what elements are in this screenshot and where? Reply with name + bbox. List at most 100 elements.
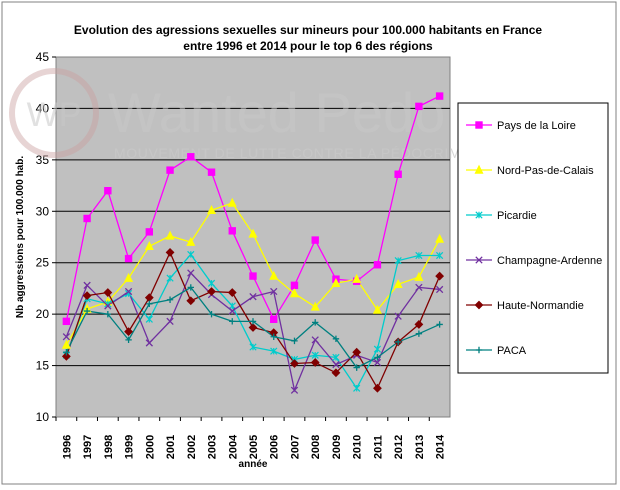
data-point xyxy=(332,353,340,361)
data-point xyxy=(104,310,112,318)
data-point xyxy=(394,338,402,346)
y-tick-label: 25 xyxy=(36,256,50,270)
x-tick-label: 2011 xyxy=(372,435,384,459)
data-point xyxy=(331,368,341,378)
y-tick-label: 20 xyxy=(36,307,50,321)
data-point xyxy=(415,330,423,337)
data-point xyxy=(228,307,236,315)
data-point xyxy=(124,287,133,296)
data-point xyxy=(166,296,174,303)
x-tick-label: 2008 xyxy=(310,435,322,459)
data-point xyxy=(373,261,382,269)
data-point xyxy=(145,315,153,323)
data-point xyxy=(207,204,217,214)
y-axis-label: Nb aggressions pour 100.000 hab. xyxy=(15,156,26,318)
watermark-brand: Wanted Pedo xyxy=(108,81,445,144)
data-point xyxy=(249,318,257,325)
data-point xyxy=(270,347,278,355)
legend-swatch-marker xyxy=(475,121,483,129)
x-tick-label: 1999 xyxy=(124,435,136,459)
legend-swatch-marker xyxy=(474,164,484,174)
data-point xyxy=(435,271,445,281)
watermark: WP Wanted Pedo MOUVEMENT DE LUTTE CONTRE… xyxy=(9,68,518,161)
legend-label: Picardie xyxy=(497,210,537,222)
data-point xyxy=(435,233,445,243)
data-point xyxy=(124,327,133,337)
watermark-tagline: MOUVEMENT DE LUTTE CONTRE LA PÉDOCRIMINA… xyxy=(114,145,518,161)
data-point xyxy=(166,274,174,282)
data-point xyxy=(166,317,174,326)
legend-swatch-marker xyxy=(475,211,483,219)
data-point xyxy=(207,168,216,176)
data-point xyxy=(187,250,195,259)
data-point xyxy=(228,227,236,235)
data-point xyxy=(374,354,381,361)
data-point xyxy=(310,358,320,367)
data-point xyxy=(144,240,154,250)
data-point xyxy=(394,257,402,265)
watermark-logo-ring xyxy=(9,68,99,158)
data-point xyxy=(145,339,153,347)
y-tick-label: 35 xyxy=(36,153,50,167)
legend-label: Nord-Pas-de-Calais xyxy=(497,165,594,177)
data-point xyxy=(83,281,91,290)
data-point xyxy=(270,315,278,323)
data-point xyxy=(165,230,175,240)
data-point xyxy=(311,236,319,244)
legend-box xyxy=(457,102,609,374)
legend-label: PACA xyxy=(497,345,527,357)
data-point xyxy=(248,323,258,332)
data-point xyxy=(208,310,215,318)
legend-label: Haute-Normandie xyxy=(497,300,584,312)
x-tick-label: 2003 xyxy=(207,435,219,459)
data-point xyxy=(227,288,237,297)
chart-title-line2: entre 1996 et 2014 pour le top 6 des rég… xyxy=(183,39,433,53)
data-point xyxy=(435,285,444,294)
series-markers xyxy=(61,92,445,394)
data-point xyxy=(353,364,360,371)
legend-items: Pays de la Loire Nord-Pas-de-Calais Picard… xyxy=(466,120,602,357)
data-point xyxy=(331,277,341,287)
x-axis-ticks: 1996 1997 1998 1999 2000 2001 2002 2003 2004 2005… xyxy=(55,417,447,459)
x-tick-label: 2010 xyxy=(352,435,364,459)
data-point xyxy=(270,287,278,296)
x-tick-label: 2014 xyxy=(435,434,447,459)
y-axis-ticks: 10 15 20 25 30 35 40 45 xyxy=(36,50,56,424)
data-point xyxy=(63,349,70,356)
data-point xyxy=(61,351,71,361)
data-point xyxy=(207,287,216,296)
data-point xyxy=(187,153,195,161)
data-point xyxy=(249,292,257,301)
data-point xyxy=(415,283,423,292)
data-point xyxy=(353,384,361,392)
data-point xyxy=(166,166,174,174)
data-point xyxy=(229,318,236,325)
legend-label: Champagne-Ardenne xyxy=(497,255,602,267)
data-point xyxy=(186,236,196,246)
data-point xyxy=(435,92,444,100)
data-point xyxy=(104,302,112,310)
legend-swatch-marker xyxy=(475,346,483,354)
data-point xyxy=(146,300,153,308)
gridlines xyxy=(56,107,450,367)
data-point xyxy=(124,254,133,263)
data-point xyxy=(311,336,319,344)
data-point xyxy=(373,383,382,393)
chart-title-line1: Evolution des agressions sexuelles sur m… xyxy=(74,23,542,37)
y-tick-label: 30 xyxy=(36,204,50,218)
data-point xyxy=(125,336,132,344)
x-tick-label: 2002 xyxy=(186,435,198,459)
data-point xyxy=(414,271,424,281)
x-tick-label: 1998 xyxy=(103,435,115,459)
data-point xyxy=(186,296,196,306)
data-point xyxy=(332,360,340,369)
data-point xyxy=(187,269,195,277)
legend-swatch-marker xyxy=(474,300,484,310)
data-point xyxy=(289,288,299,298)
data-point xyxy=(248,228,258,238)
data-point xyxy=(414,320,424,329)
data-point xyxy=(61,339,71,349)
data-point xyxy=(373,358,382,367)
